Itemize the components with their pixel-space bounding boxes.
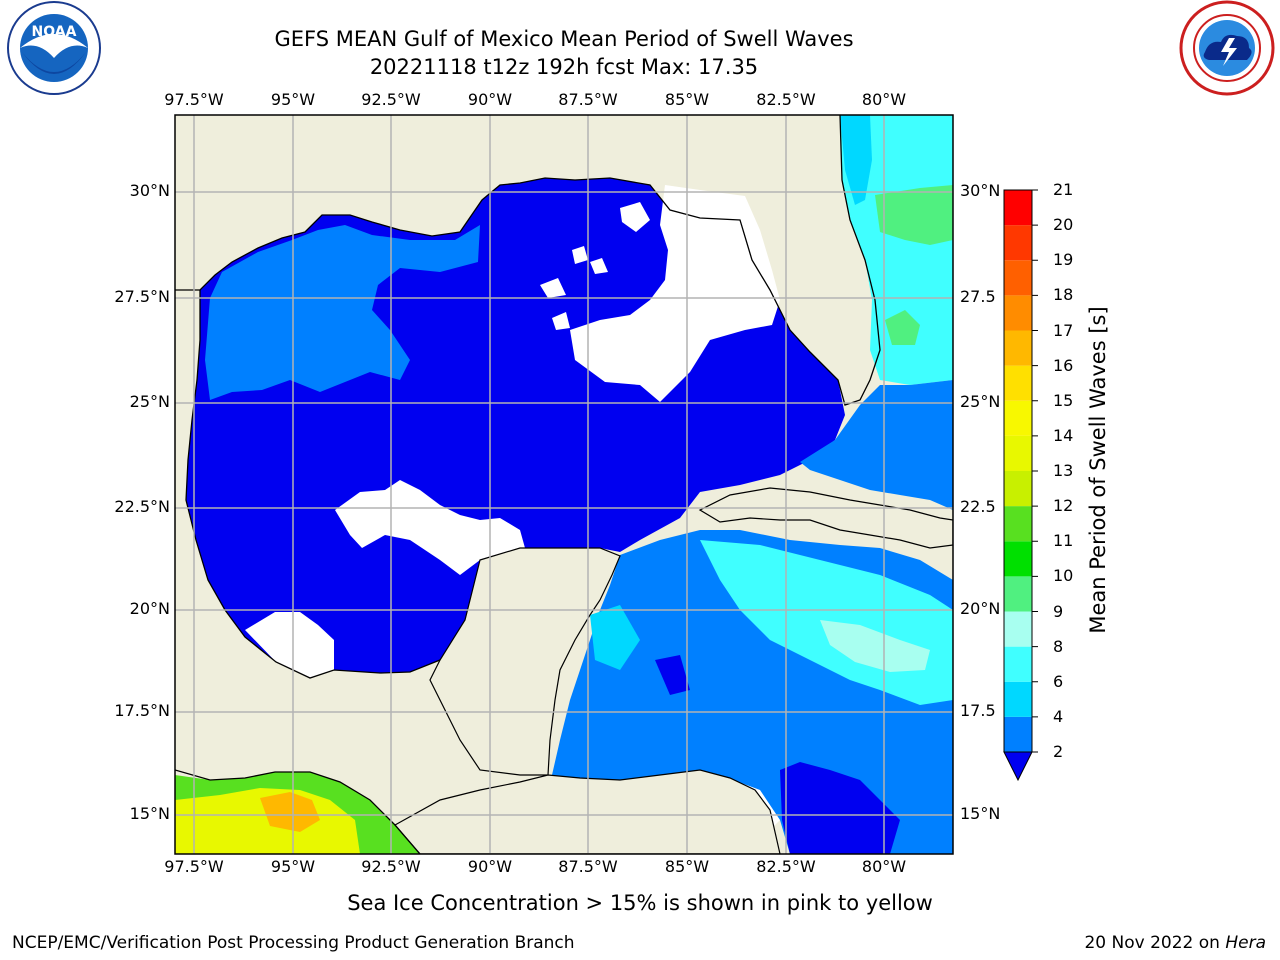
colorbar-tick-label: 9 [1053,601,1064,621]
lon-label-top: 97.5°W [164,90,224,109]
colorbar-tick-label: 12 [1053,496,1074,516]
colorbar-tick-label: 10 [1053,566,1074,586]
pacific-orange [260,792,320,832]
svg-text:NOAA: NOAA [32,24,77,40]
lat-label-left: 20°N [129,599,170,618]
atlantic-green [875,185,953,245]
lon-label-top: 90°W [467,90,513,109]
lon-label-bottom: 92.5°W [361,857,421,876]
colorbar-tick-label: 21 [1053,180,1074,199]
lat-label-left: 17.5°N [114,701,170,720]
colorbar-tick-label: 14 [1053,425,1074,445]
colorbar-tick-label: 15 [1053,390,1074,410]
nws-logo [1179,0,1275,96]
lon-label-top: 92.5°W [361,90,421,109]
lon-label-bottom: 90°W [467,857,513,876]
lon-label-top: 85°W [664,90,710,109]
map-subtitle: 20221118 t12z 192h fcst Max: 17.35 [369,55,759,79]
map-area [175,115,953,854]
noaa-logo: NOAA [7,1,101,95]
colorbar-tick-label: 2 [1053,742,1064,761]
straits-water [800,380,953,510]
lat-label-left: 27.5°N [114,287,170,306]
lon-label-top: 80°W [861,90,907,109]
lat-label-right: 20°N [960,599,1001,618]
lat-label-right: 22.5 [960,497,996,516]
lon-label-bottom: 97.5°W [164,857,224,876]
graticule [175,115,953,854]
lon-label-top: 87.5°W [558,90,618,109]
footer-date-text: 20 Nov 2022 on [1084,933,1226,953]
footer-credit: NCEP/EMC/Verification Post Processing Pr… [12,933,575,953]
lat-label-right: 15°N [960,804,1001,823]
sea-ice-note: Sea Ice Concentration > 15% is shown in … [347,891,933,915]
colorbar-title: Mean Period of Swell Waves [s] [1086,306,1110,634]
colorbar-tick-label: 4 [1053,706,1064,726]
footer-host: Hera [1225,933,1266,953]
atlantic-cyan-strip [840,115,872,205]
atlantic-water [840,115,953,385]
lat-label-right: 17.5 [960,701,996,720]
atlantic-green-2 [885,310,920,345]
colorbar-tick-label: 8 [1053,636,1064,656]
lon-label-bottom: 87.5°W [558,857,618,876]
lon-label-bottom: 80°W [861,857,907,876]
lat-label-left: 15°N [129,804,170,823]
caribbean-lightcyan [820,620,930,672]
colorbar-tick-label: 19 [1053,250,1074,270]
lat-label-right: 30°N [960,181,1001,200]
caribbean-deep-2 [655,655,690,695]
yucatan-land [429,547,621,776]
lon-label-bottom: 95°W [270,857,316,876]
colorbar-tick-label: 17 [1053,320,1074,340]
lat-label-left: 25°N [129,392,170,411]
colorbar-tick-label: 18 [1053,285,1074,305]
colorbar-tick-label: 6 [1053,671,1064,691]
colorbar-tick-label: 13 [1053,461,1074,480]
lat-label-right: 27.5 [960,287,996,306]
colorbar-tick-label: 20 [1053,215,1074,235]
caribbean-cyan-2 [590,605,640,670]
footer-date: 20 Nov 2022 on Hera [1084,933,1266,953]
colorbar-tick-label: 16 [1053,355,1074,375]
colorbar-tick-label: 11 [1053,531,1074,551]
lat-label-left: 22.5°N [114,497,170,516]
cuba-land [698,487,953,549]
lon-label-bottom: 85°W [664,857,710,876]
lon-label-bottom: 82.5°W [756,857,816,876]
gulf-patch-west [205,225,480,400]
caribbean-deep [780,762,900,854]
lon-label-top: 82.5°W [756,90,816,109]
lon-label-top: 95°W [270,90,316,109]
lat-label-left: 30°N [129,181,170,200]
lat-label-right: 25°N [960,392,1001,411]
map-frame [174,114,954,855]
no-data-areas [245,185,953,840]
map-title: GEFS MEAN Gulf of Mexico Mean Period of … [274,27,854,51]
